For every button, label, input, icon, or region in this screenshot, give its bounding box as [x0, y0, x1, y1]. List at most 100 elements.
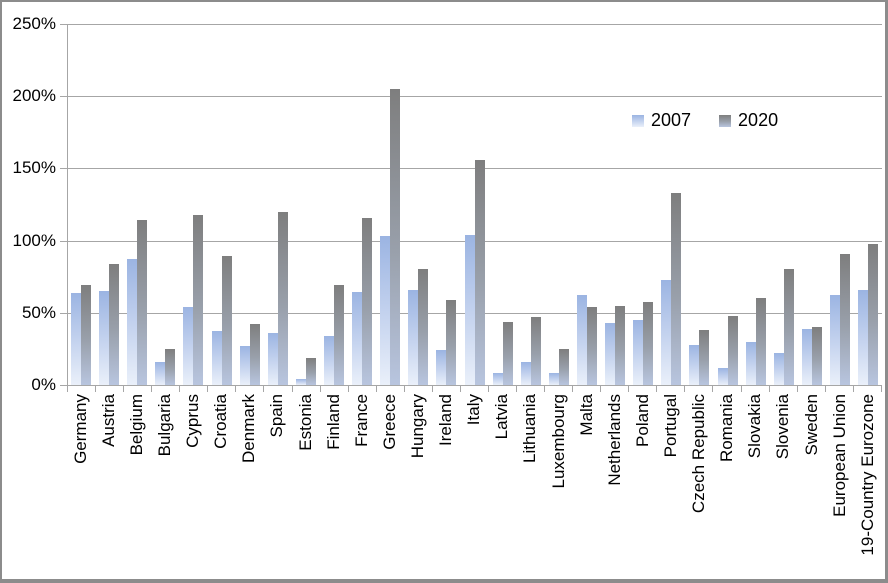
y-axis-label-100: 100%: [12, 230, 56, 250]
bar-2020-19-country-eurozone: [868, 243, 879, 385]
legend-item-2020[interactable]: 2020: [719, 110, 778, 131]
y-axis-tick-150: [60, 168, 67, 170]
y-axis-label-50: 50%: [21, 302, 56, 322]
plot-area: [67, 24, 882, 385]
category-slot-italy: [461, 24, 489, 385]
bar-2007-slovenia: [773, 352, 784, 385]
legend-item-2007[interactable]: 2007: [632, 110, 691, 131]
x-axis-label-slot-lithuania: Lithuania: [517, 394, 545, 579]
x-axis-tick-cell: [685, 385, 714, 392]
bar-2007-cyprus: [183, 307, 194, 385]
x-axis-label-slot-ireland: Ireland: [432, 394, 460, 579]
x-axis-label-slot-sweden: Sweden: [798, 394, 826, 579]
x-axis-label-latvia: Latvia: [492, 394, 512, 440]
y-axis-tick-250: [60, 24, 67, 25]
bar-2020-estonia: [305, 358, 316, 385]
x-axis-label-italy: Italy: [464, 394, 484, 426]
x-axis-label-slot-italy: Italy: [461, 394, 489, 579]
x-axis-label-portugal: Portugal: [661, 394, 680, 458]
bar-2020-portugal: [671, 192, 682, 385]
category-slot-poland: [629, 24, 657, 385]
x-axis-label-slot-cyprus: Cyprus: [179, 394, 207, 579]
x-axis-tick-cell: [152, 385, 181, 392]
legend-marker-2007-icon: [632, 114, 644, 127]
bar-2020-romania: [727, 316, 738, 385]
x-axis-label-luxembourg: Luxembourg: [548, 394, 568, 489]
gridline-200: [67, 96, 882, 98]
bar-2007-estonia: [295, 379, 306, 385]
y-axis-line: [67, 24, 68, 392]
category-slot-romania: [714, 24, 742, 385]
x-axis-label-france: France: [351, 394, 371, 447]
x-axis-label-slot-slovakia: Slovakia: [742, 394, 770, 579]
x-axis-label-croatia: Croatia: [211, 394, 231, 449]
x-axis-tick-cell: [236, 385, 265, 392]
x-axis-label-austria: Austria: [98, 394, 118, 447]
x-axis-tick-cell: [573, 385, 602, 392]
x-axis-label-slot-finland: Finland: [320, 394, 348, 579]
category-slot-hungary: [404, 24, 432, 385]
bar-2020-lithuania: [530, 317, 541, 385]
x-axis-tick-cell: [826, 385, 854, 392]
bar-2007-malta: [577, 295, 588, 385]
category-slot-bulgaria: [151, 24, 179, 385]
x-axis-tick-cell: [68, 385, 97, 392]
x-axis-label-slot-france: France: [348, 394, 376, 579]
y-axis-label-150: 150%: [12, 158, 56, 178]
bar-2007-european-union: [830, 295, 840, 385]
y-axis-tick-0: [60, 385, 67, 386]
category-slot-lithuania: [517, 24, 545, 385]
x-axis-label-slot-romania: Romania: [714, 394, 742, 579]
category-slot-estonia: [292, 24, 320, 385]
x-axis-label-slot-austria: Austria: [95, 394, 123, 579]
bar-2007-latvia: [492, 372, 503, 385]
x-axis-tick-cell: [770, 385, 798, 392]
category-slot-malta: [573, 24, 601, 385]
x-axis-label-czech-republic: Czech Republic: [689, 394, 709, 514]
x-axis-label-slot-portugal: Portugal: [657, 394, 685, 579]
x-axis-label-slot-netherlands: Netherlands: [601, 394, 629, 579]
bar-2007-ireland: [436, 350, 447, 385]
x-axis-labels-layer: Germany Austria Belgium Bulgaria Cyprus Croat…: [67, 394, 882, 579]
x-axis-tick-cell: [545, 385, 574, 392]
category-slot-germany: [67, 24, 95, 385]
y-axis-tick-100: [60, 240, 67, 242]
bar-2007-romania: [717, 367, 728, 385]
x-axis-label-poland: Poland: [632, 394, 652, 447]
x-axis-label-denmark: Denmark: [239, 394, 259, 463]
bar-2020-european-union: [840, 254, 850, 385]
x-axis-label-slot-czech-republic: Czech Republic: [685, 394, 713, 579]
bar-2020-ireland: [446, 299, 457, 385]
x-axis-tick-cell: [208, 385, 237, 392]
bar-2020-austria: [109, 263, 120, 385]
x-axis-label-19-country-eurozone: 19-Country Eurozone: [857, 394, 877, 556]
x-axis-label-slovenia: Slovenia: [773, 394, 793, 460]
category-slot-latvia: [489, 24, 517, 385]
category-slot-19-country-eurozone: [854, 24, 882, 385]
x-axis-tick-cell: [433, 385, 461, 392]
bar-2020-belgium: [137, 220, 148, 385]
x-axis-tick-cell: [405, 385, 433, 392]
category-slot-spain: [264, 24, 292, 385]
bar-2020-netherlands: [615, 306, 626, 385]
x-axis-label-greece: Greece: [379, 394, 399, 450]
legend-label-2007: 2007: [651, 110, 692, 130]
x-axis-tick-cell: [629, 385, 658, 392]
x-axis-label-hungary: Hungary: [408, 394, 428, 459]
bar-2007-austria: [99, 291, 110, 385]
x-axis-tick-cell: [713, 385, 742, 392]
x-axis-tick-cell: [461, 385, 489, 392]
x-axis-ticks-layer: [67, 385, 882, 392]
gridline-150: [67, 168, 882, 170]
category-slot-belgium: [123, 24, 151, 385]
x-axis-tick-cell: [601, 385, 630, 392]
x-axis-label-germany: Germany: [70, 394, 90, 464]
bar-2020-poland: [643, 301, 654, 385]
x-axis-label-lithuania: Lithuania: [520, 394, 540, 464]
bar-2020-malta: [587, 307, 598, 385]
x-axis-label-slot-malta: Malta: [573, 394, 601, 579]
x-axis-line: [67, 385, 882, 386]
x-axis-label-malta: Malta: [576, 394, 596, 436]
bar-2020-czech-republic: [699, 330, 710, 385]
y-axis-tick-50: [60, 312, 67, 314]
